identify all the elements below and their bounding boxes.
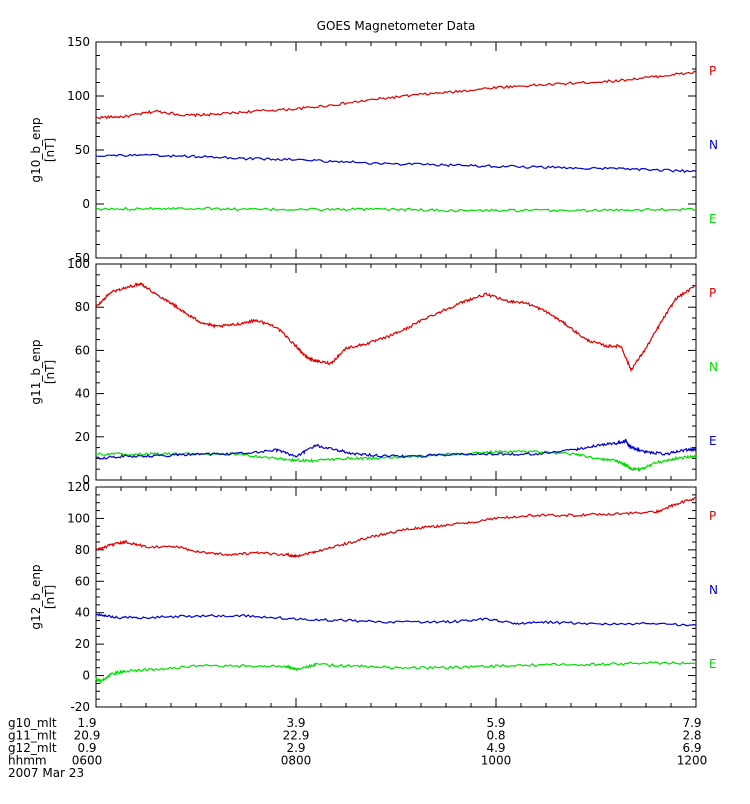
y-tick-label-2-3: 60: [75, 343, 90, 357]
footer-value-g12_mlt-3: 6.9: [682, 741, 701, 755]
y-tick-label-2-4: 80: [75, 300, 90, 314]
y-tick-label-1-4: 150: [67, 35, 90, 49]
legend-2-n: N: [709, 360, 718, 374]
footer-value-g11_mlt-0: 20.9: [74, 729, 101, 743]
footer-value-hhmm-2: 1000: [481, 754, 512, 768]
panel-frame-3: [95, 486, 697, 708]
y-tick-label-3-6: 100: [67, 511, 90, 525]
legend-1-n: N: [709, 138, 718, 152]
y-tick-label-1-0: -50: [70, 251, 90, 265]
footer-label-g10_mlt: g10_mlt: [8, 716, 57, 730]
footer-value-g10_mlt-2: 5.9: [486, 716, 505, 730]
panel-frame-1: [95, 41, 697, 259]
series-line-2-p: [95, 282, 697, 373]
y-tick-label-2-2: 40: [75, 387, 90, 401]
y-tick-label-3-5: 80: [75, 543, 90, 557]
y-axis-unit-2: [nT]: [43, 360, 57, 384]
series-line-1-n: [95, 153, 697, 173]
series-line-1-e: [95, 206, 697, 213]
series-line-3-e: [95, 661, 697, 684]
y-axis-label-2: g11_b_enp: [29, 339, 43, 404]
series-line-2-e: [95, 438, 697, 460]
y-axis-unit-1: [nT]: [43, 138, 57, 162]
legend-3-p: P: [709, 509, 716, 523]
y-tick-label-3-2: 20: [75, 637, 90, 651]
legend-3-n: N: [709, 583, 718, 597]
footer-value-g10_mlt-3: 7.9: [682, 716, 701, 730]
y-tick-label-2-1: 20: [75, 430, 90, 444]
footer-label-g12_mlt: g12_mlt: [8, 741, 57, 755]
series-line-3-p: [95, 497, 697, 559]
footer-value-g10_mlt-1: 3.9: [286, 716, 305, 730]
footer-value-hhmm-0: 0600: [72, 754, 103, 768]
y-tick-label-3-7: 120: [67, 480, 90, 494]
footer-value-g10_mlt-0: 1.9: [77, 716, 96, 730]
footer-value-g11_mlt-2: 0.8: [486, 729, 505, 743]
chart-title: GOES Magnetometer Data: [317, 19, 476, 33]
y-tick-label-3-3: 40: [75, 606, 90, 620]
y-tick-label-3-4: 60: [75, 574, 90, 588]
footer-value-g12_mlt-2: 4.9: [486, 741, 505, 755]
legend-2-e: E: [709, 434, 717, 448]
footer-value-hhmm-3: 1200: [677, 754, 708, 768]
y-axis-label-1: g10_b_enp: [29, 117, 43, 182]
legend-3-e: E: [709, 657, 717, 671]
footer-value-g12_mlt-1: 2.9: [286, 741, 305, 755]
legend-1-e: E: [709, 212, 717, 226]
footer-value-g12_mlt-0: 0.9: [77, 741, 96, 755]
footer-value-hhmm-1: 0800: [281, 754, 312, 768]
y-axis-unit-3: [nT]: [43, 585, 57, 609]
footer-label-g11_mlt: g11_mlt: [8, 729, 57, 743]
footer-value-g11_mlt-3: 2.8: [682, 729, 701, 743]
panel-frame-2: [95, 263, 697, 481]
footer-date: 2007 Mar 23: [8, 766, 84, 780]
y-tick-label-1-2: 50: [75, 143, 90, 157]
legend-2-p: P: [709, 286, 716, 300]
series-line-1-p: [95, 70, 697, 120]
legend-1-p: P: [709, 64, 716, 78]
footer-value-g11_mlt-1: 22.9: [283, 729, 310, 743]
y-tick-label-2-5: 100: [67, 257, 90, 271]
y-tick-label-1-3: 100: [67, 89, 90, 103]
y-tick-label-3-1: 0: [82, 669, 90, 683]
y-tick-label-3-0: -20: [70, 700, 90, 714]
y-axis-label-3: g12_b_enp: [29, 564, 43, 629]
footer-label-hhmm: hhmm: [8, 754, 47, 768]
series-line-3-n: [95, 613, 697, 627]
y-tick-label-2-0: 0: [82, 473, 90, 487]
series-line-2-n: [95, 449, 697, 472]
y-tick-label-1-1: 0: [82, 197, 90, 211]
